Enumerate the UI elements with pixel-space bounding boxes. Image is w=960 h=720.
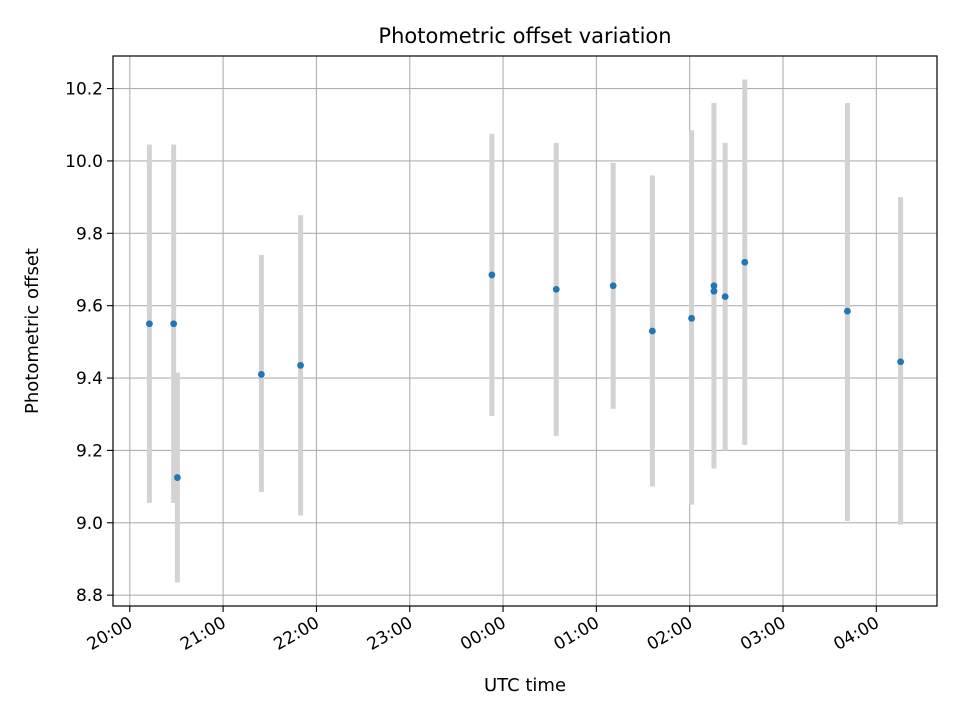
data-point — [741, 258, 749, 266]
data-point — [721, 293, 729, 301]
x-tick-label: 02:00 — [644, 613, 696, 655]
data-point — [257, 371, 265, 378]
x-axis-label: UTC time — [484, 675, 566, 696]
data-point — [297, 361, 304, 369]
y-tick-label: 9.8 — [76, 224, 103, 244]
data-point — [488, 271, 496, 279]
y-tick-label: 9.0 — [76, 514, 103, 534]
y-tick-label: 10.2 — [65, 80, 103, 100]
y-axis-ticks: 8.8 9.0 9.2 9.4 9.6 9.8 10.0 10.2 — [65, 80, 113, 606]
x-tick-label: 04:00 — [830, 613, 882, 655]
data-point — [552, 285, 560, 293]
data-point — [170, 320, 178, 328]
x-tick-label: 00:00 — [457, 613, 509, 655]
x-tick-label: 22:00 — [270, 613, 322, 655]
data-point — [710, 282, 718, 290]
x-tick-label: 21:00 — [177, 613, 229, 655]
y-tick-label: 9.4 — [76, 369, 103, 389]
data-point — [145, 320, 153, 328]
data-points — [145, 258, 905, 481]
plot-frame — [112, 55, 938, 607]
grid — [113, 56, 937, 606]
x-tick-label: 23:00 — [364, 613, 416, 655]
data-point — [710, 287, 718, 295]
data-point — [844, 307, 851, 315]
x-axis-ticks: 20:00 21:00 22:00 23:00 00:00 01:00 02:00 03:00… — [84, 606, 883, 655]
data-point — [648, 327, 656, 335]
x-tick-label: 20:00 — [84, 613, 136, 655]
x-tick-label: 03:00 — [737, 613, 789, 655]
data-point — [173, 474, 181, 481]
data-point — [688, 314, 695, 322]
chart-title: Photometric offset variation — [378, 24, 671, 48]
y-tick-label: 8.8 — [76, 586, 103, 606]
y-axis-label: Photometric offset — [22, 248, 43, 414]
y-tick-label: 10.0 — [65, 152, 103, 172]
y-tick-label: 9.6 — [76, 297, 103, 317]
data-point — [609, 282, 617, 290]
y-tick-label: 9.2 — [76, 441, 103, 461]
x-tick-label: 01:00 — [550, 613, 602, 655]
data-point — [897, 358, 905, 366]
error-bars — [146, 79, 904, 583]
